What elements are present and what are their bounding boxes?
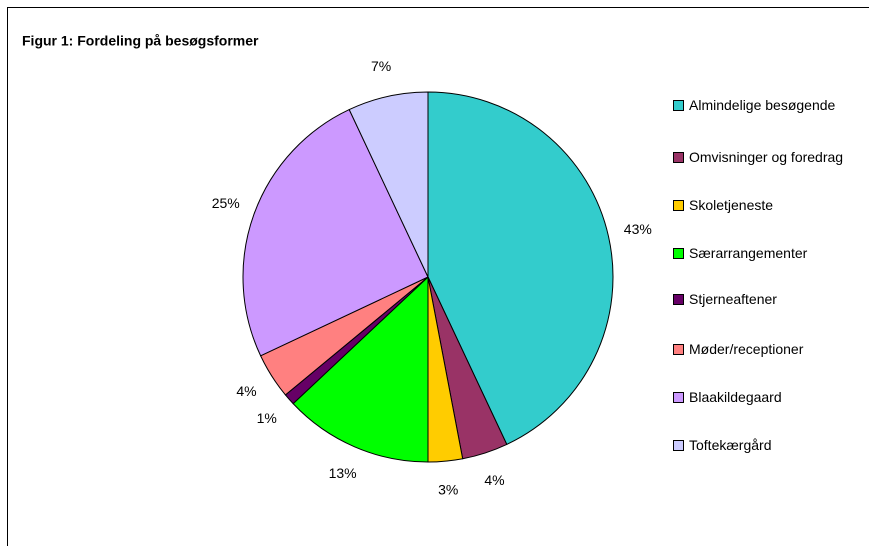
pie-slice xyxy=(427,91,614,446)
legend-label: Almindelige besøgende xyxy=(689,97,836,113)
legend-item: Stjerneaftener xyxy=(673,290,849,308)
data-label: 4% xyxy=(236,383,256,399)
data-label: 13% xyxy=(329,465,357,481)
legend-item: Skoletjeneste xyxy=(673,196,849,214)
legend-label: Stjerneaftener xyxy=(689,291,777,307)
legend-label: Skoletjeneste xyxy=(689,197,774,213)
legend-item: Toftekærgård xyxy=(673,436,849,454)
frame xyxy=(7,7,869,546)
data-label: 4% xyxy=(484,472,504,488)
legend-label: Omvisninger og foredrag xyxy=(689,149,844,165)
pie-slice xyxy=(242,108,429,357)
pie-slice xyxy=(292,275,429,463)
data-label: 7% xyxy=(371,58,391,74)
legend-swatch xyxy=(673,440,684,451)
data-label: 25% xyxy=(212,195,240,211)
legend-item: Møder/receptioner xyxy=(673,340,849,358)
legend-swatch xyxy=(673,392,684,403)
legend-swatch xyxy=(673,248,684,259)
legend-swatch xyxy=(673,200,684,211)
data-label: 1% xyxy=(257,410,277,426)
legend-label: Blaakildegaard xyxy=(689,389,782,405)
legend-swatch xyxy=(673,152,684,163)
legend-label: Toftekærgård xyxy=(689,437,772,453)
legend-label: Særarrangementer xyxy=(689,245,808,261)
legend-item: Omvisninger og foredrag xyxy=(673,148,849,166)
legend-item: Almindelige besøgende xyxy=(673,96,849,114)
pie-slice xyxy=(348,91,429,278)
legend-label: Møder/receptioner xyxy=(689,341,804,357)
data-label: 43% xyxy=(624,221,652,237)
legend-swatch xyxy=(673,294,684,305)
legend-swatch xyxy=(673,100,684,111)
chart-title: Figur 1: Fordeling på besøgsformer xyxy=(22,33,259,49)
data-label: 3% xyxy=(438,482,458,498)
legend-swatch xyxy=(673,344,684,355)
legend-item: Blaakildegaard xyxy=(673,388,849,406)
legend-item: Særarrangementer xyxy=(673,244,849,262)
